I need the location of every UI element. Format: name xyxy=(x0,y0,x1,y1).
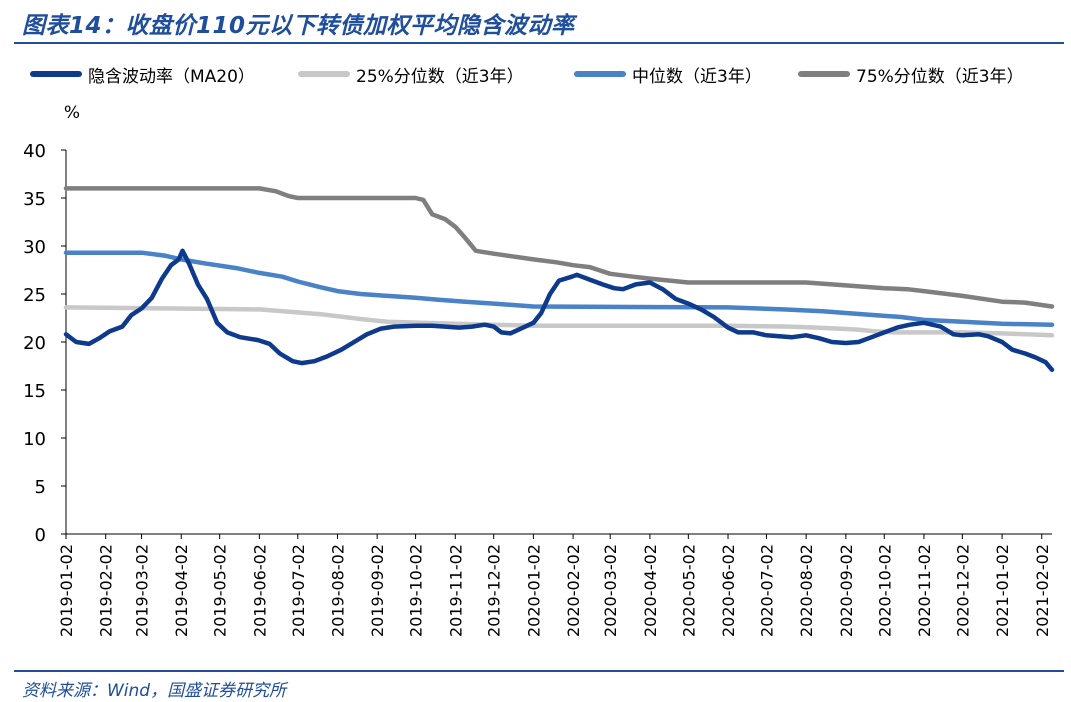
x-tick-label: 2019-07-02 xyxy=(289,544,308,637)
legend-item-p25: 25%分位数（近3年） xyxy=(298,60,524,88)
series-group xyxy=(63,186,1055,373)
legend-label-median: 中位数（近3年） xyxy=(632,66,762,87)
x-tick-label: 2020-05-02 xyxy=(679,544,698,637)
legend-item-p75: 75%分位数（近3年） xyxy=(798,60,1024,88)
legend-item-iv-ma20: 隐含波动率（MA20） xyxy=(30,60,255,88)
axes: 0 5 10 15 20 25 30 35 40 2019-01-02 2019-02-02 2019… xyxy=(23,141,1052,637)
title-bar: 图表14：收盘价110元以下转债加权平均隐含波动率 xyxy=(0,0,1071,46)
x-tick-label: 2020-03-02 xyxy=(601,544,620,637)
y-tick-label: 20 xyxy=(23,333,46,354)
x-tick-label: 2020-04-02 xyxy=(641,544,660,637)
source-bar: 资料来源：Wind，国盛证券研究所 xyxy=(0,670,1071,702)
x-tick-label: 2019-08-02 xyxy=(328,544,347,637)
x-tick-label: 2019-11-02 xyxy=(446,544,465,637)
x-tick-label: 2020-09-02 xyxy=(837,544,856,637)
x-tick-label: 2019-05-02 xyxy=(211,544,230,637)
x-tick-label: 2020-01-02 xyxy=(524,544,543,637)
x-tick-label: 2019-10-02 xyxy=(407,544,426,637)
y-tick-label: 30 xyxy=(23,237,46,258)
legend-label-p75: 75%分位数（近3年） xyxy=(856,66,1024,87)
series-median-line xyxy=(63,250,1055,327)
y-tick-label: 40 xyxy=(23,141,46,162)
x-tick-label: 2019-06-02 xyxy=(250,544,269,637)
x-tick-label: 2019-09-02 xyxy=(368,544,387,637)
source-divider xyxy=(14,670,1064,672)
x-tick-label: 2020-08-02 xyxy=(797,544,816,637)
y-axis-unit-label: % xyxy=(64,103,80,123)
y-tick-label: 15 xyxy=(23,381,46,402)
x-tick-label: 2020-02-02 xyxy=(564,544,583,637)
x-tick-label: 2019-01-02 xyxy=(57,544,76,637)
legend-label-iv-ma20: 隐含波动率（MA20） xyxy=(88,66,255,87)
x-tick-label: 2021-02-02 xyxy=(1033,544,1052,637)
x-tick-label: 2019-04-02 xyxy=(172,544,191,637)
legend-swatch-p25 xyxy=(298,71,350,77)
line-chart: % 0 5 10 15 20 25 30 35 40 2019-01-02 2019-02-02 20… xyxy=(23,103,1055,637)
legend-label-p25: 25%分位数（近3年） xyxy=(356,66,524,87)
y-tick-label: 5 xyxy=(35,477,46,498)
x-tick-label: 2020-11-02 xyxy=(915,544,934,637)
legend-item-median: 中位数（近3年） xyxy=(574,60,762,88)
series-iv-ma20-line xyxy=(63,248,1055,373)
legend-swatch-median xyxy=(574,71,626,77)
series-p75-line xyxy=(63,186,1055,309)
y-tick-label: 10 xyxy=(23,429,46,450)
title-divider xyxy=(14,42,1064,44)
chart-title: 图表14：收盘价110元以下转债加权平均隐含波动率 xyxy=(22,13,575,39)
x-tick-label: 2019-12-02 xyxy=(485,544,504,637)
x-tick-label: 2019-03-02 xyxy=(133,544,152,637)
x-tick-label: 2020-07-02 xyxy=(757,544,776,637)
y-tick-label: 0 xyxy=(35,525,46,546)
x-tick-label: 2019-02-02 xyxy=(97,544,116,637)
source-note: 资料来源：Wind，国盛证券研究所 xyxy=(22,681,287,701)
y-tick-label: 35 xyxy=(23,189,46,210)
y-tick-label: 25 xyxy=(23,285,46,306)
x-tick-label: 2020-12-02 xyxy=(953,544,972,637)
legend-swatch-p75 xyxy=(798,71,850,77)
legend-swatch-iv-ma20 xyxy=(30,71,82,77)
x-tick-label: 2021-01-02 xyxy=(993,544,1012,637)
x-tick-label: 2020-06-02 xyxy=(719,544,738,637)
x-tick-label: 2020-10-02 xyxy=(875,544,894,637)
